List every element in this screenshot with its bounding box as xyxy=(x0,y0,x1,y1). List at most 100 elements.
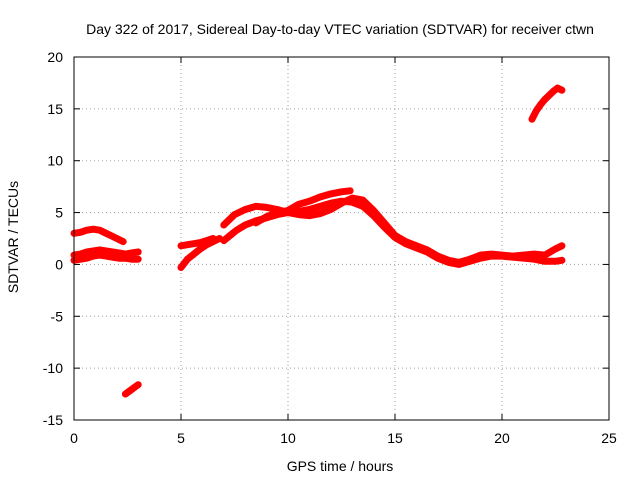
x-tick-label: 20 xyxy=(494,430,510,446)
data-point xyxy=(252,203,260,210)
y-tick-label: 15 xyxy=(47,101,63,117)
data-point xyxy=(220,221,227,229)
data-point xyxy=(306,206,313,213)
x-tick-label: 5 xyxy=(177,430,185,446)
y-tick-label: 20 xyxy=(47,49,63,65)
data-point xyxy=(184,241,191,248)
data-point xyxy=(90,252,97,260)
data-point xyxy=(533,107,540,115)
x-axis-label: GPS time / hours xyxy=(287,458,394,474)
series-line-arc-9 xyxy=(252,187,354,227)
data-point xyxy=(242,206,249,213)
data-point xyxy=(402,238,409,245)
data-point xyxy=(197,245,204,253)
y-tick-label: -15 xyxy=(43,412,63,428)
y-tick-label: -10 xyxy=(43,360,63,376)
data-point xyxy=(120,238,127,245)
data-point xyxy=(558,257,566,264)
data-point xyxy=(184,256,191,263)
data-point xyxy=(295,211,302,218)
data-point xyxy=(306,212,313,219)
data-point xyxy=(102,230,110,237)
x-tick-label: 25 xyxy=(601,430,617,446)
data-point xyxy=(203,237,210,244)
plot-frame xyxy=(73,56,610,421)
data-point xyxy=(77,229,84,236)
x-tick-label: 0 xyxy=(70,430,78,446)
data-point xyxy=(190,250,197,258)
data-point xyxy=(349,194,356,202)
data-point xyxy=(109,233,116,240)
data-point xyxy=(96,227,103,234)
data-point xyxy=(541,258,548,265)
data-point xyxy=(295,201,302,208)
grid-lines xyxy=(74,57,609,420)
x-tick-label: 15 xyxy=(387,430,403,446)
data-point xyxy=(177,242,185,249)
data-point xyxy=(90,226,97,233)
data-point xyxy=(545,92,553,99)
y-tick-label: 10 xyxy=(47,153,63,169)
data-point xyxy=(109,254,116,261)
data-point xyxy=(284,207,292,214)
y-tick-label: -5 xyxy=(51,308,64,324)
data-point xyxy=(306,198,313,205)
data-point xyxy=(274,209,281,216)
data-point xyxy=(135,248,142,256)
x-tick-label: 10 xyxy=(280,430,296,446)
chart-title: Day 322 of 2017, Sidereal Day-to-day VTE… xyxy=(86,21,594,37)
data-point xyxy=(466,256,474,263)
x-tick-labels: 0 5 10 15 20 25 xyxy=(70,430,617,446)
data-point xyxy=(190,240,197,247)
data-point xyxy=(558,242,566,249)
data-point xyxy=(252,219,260,227)
y-axis-label: SDTVAR / TECUs xyxy=(5,181,21,293)
data-point xyxy=(83,227,91,234)
data-point xyxy=(528,116,536,123)
y-tick-label: 5 xyxy=(55,205,63,221)
data-point xyxy=(233,227,240,234)
data-point xyxy=(537,101,544,108)
data-point xyxy=(227,232,234,239)
data-point xyxy=(316,193,324,201)
data-point xyxy=(541,96,548,103)
data-point xyxy=(434,252,441,260)
data-point xyxy=(115,255,123,262)
y-tick-labels: -15 -10 -5 0 5 10 15 20 xyxy=(43,49,63,428)
data-point xyxy=(316,203,324,210)
y-tick-label: 0 xyxy=(55,256,63,272)
data-point xyxy=(327,206,334,213)
data-point xyxy=(509,252,516,260)
data-point xyxy=(530,250,538,258)
data-point xyxy=(122,255,129,262)
data-point xyxy=(338,200,345,207)
data-point xyxy=(488,250,495,258)
data-point xyxy=(541,251,548,259)
data-point xyxy=(445,257,452,264)
data-point xyxy=(413,242,420,249)
data-point xyxy=(263,204,270,211)
data-point xyxy=(391,232,399,239)
data-point xyxy=(498,251,506,259)
data-point xyxy=(456,259,463,266)
data-point xyxy=(477,251,484,259)
data-point xyxy=(231,211,238,218)
data-point xyxy=(558,87,566,94)
data-point xyxy=(83,248,91,256)
data-point xyxy=(520,251,527,259)
data-point xyxy=(370,207,377,214)
data-point xyxy=(338,188,345,195)
data-point xyxy=(77,256,84,263)
data-point xyxy=(197,239,204,246)
data-point xyxy=(552,258,559,265)
data-point xyxy=(359,196,367,204)
data-point xyxy=(135,256,142,263)
data-point xyxy=(128,249,135,257)
data-point xyxy=(316,210,324,217)
data-point xyxy=(423,246,431,254)
data-series xyxy=(70,84,566,398)
data-point xyxy=(177,264,185,271)
data-point xyxy=(263,213,270,220)
